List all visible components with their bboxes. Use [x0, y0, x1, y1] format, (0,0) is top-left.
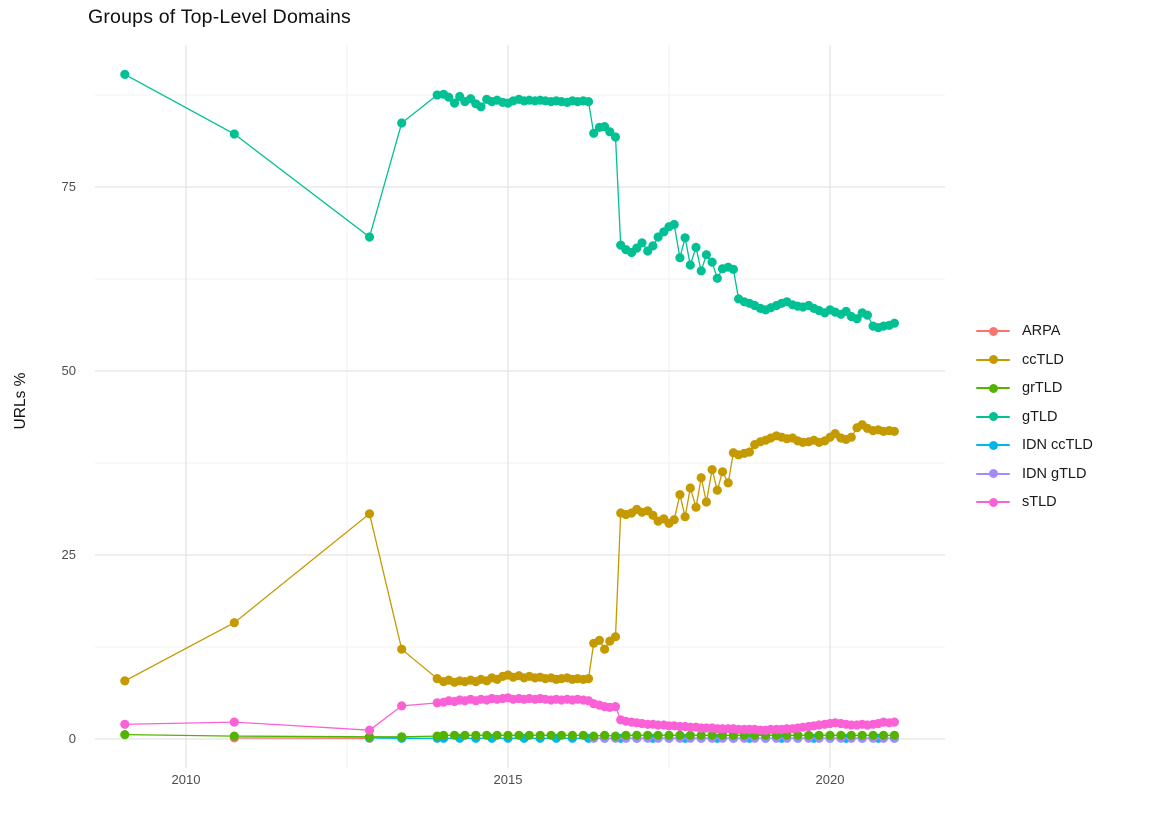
- series-stld: [120, 693, 900, 735]
- x-tick-label-2015: 2015: [493, 772, 523, 787]
- series-arpa: [229, 733, 375, 743]
- legend-key-stld: [976, 495, 1010, 509]
- legend: ARPA ccTLD grTLD gTLD IDN ccTLD IDN gTLD…: [976, 320, 1093, 520]
- y-tick-label-75: 75: [61, 179, 76, 194]
- x-tick-label-2020: 2020: [815, 772, 845, 787]
- legend-item-idn-gtld: IDN gTLD: [976, 463, 1093, 485]
- y-tick-label-25: 25: [61, 547, 76, 562]
- series-gtld: [120, 69, 900, 333]
- legend-label: IDN gTLD: [1022, 465, 1087, 482]
- legend-label: grTLD: [1022, 380, 1063, 396]
- gridlines-minor: [95, 45, 945, 768]
- legend-item-gtld: gTLD: [976, 406, 1093, 428]
- legend-item-grtld: grTLD: [976, 377, 1093, 399]
- legend-key-grtld: [976, 381, 1010, 395]
- chart-title: Groups of Top-Level Domains: [88, 6, 352, 28]
- legend-key-gtld: [976, 410, 1010, 424]
- legend-label: ARPA: [1022, 323, 1061, 339]
- legend-label: sTLD: [1022, 494, 1057, 510]
- legend-item-stld: sTLD: [976, 491, 1093, 513]
- legend-item-arpa: ARPA: [976, 320, 1093, 342]
- legend-item-idn-cctld: IDN ccTLD: [976, 434, 1093, 456]
- legend-key-idn-cctld: [976, 438, 1010, 452]
- y-tick-label-0: 0: [68, 731, 76, 746]
- y-axis-title: URLs %: [12, 372, 29, 430]
- legend-key-arpa: [976, 324, 1010, 338]
- gridlines-major: [95, 45, 945, 768]
- legend-key-cctld: [976, 353, 1010, 367]
- x-tick-label-2010: 2010: [171, 772, 201, 787]
- y-tick-label-50: 50: [61, 363, 76, 378]
- legend-label: IDN ccTLD: [1022, 437, 1093, 453]
- legend-label: gTLD: [1022, 408, 1058, 425]
- legend-key-idn-gtld: [976, 467, 1010, 481]
- series-cctld: [120, 420, 900, 687]
- legend-label: ccTLD: [1022, 351, 1064, 368]
- legend-item-cctld: ccTLD: [976, 349, 1093, 371]
